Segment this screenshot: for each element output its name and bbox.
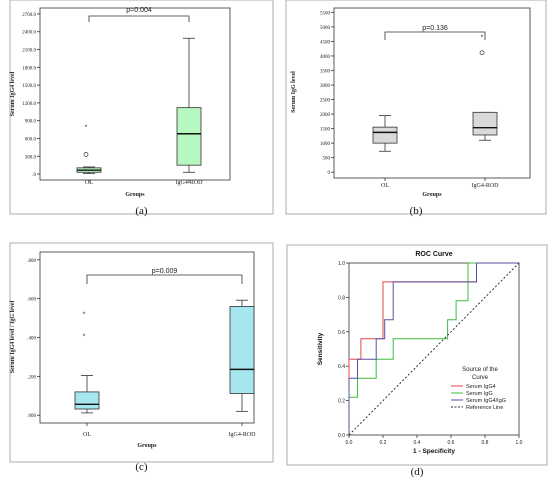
y-tick-label: 5500 [320,11,331,16]
x-category-label: OL [85,180,93,186]
outlier-star: * [83,312,86,319]
significance-bracket [384,31,486,40]
legend-title: Curve [472,375,489,381]
x-tick-label: 1.0 [516,440,523,446]
panel-label: (a) [135,205,148,217]
y-tick-label: 0.6 [338,330,345,336]
y-axis-label: Serum IgG level [291,71,297,113]
y-tick-label: 1.0 [338,261,345,267]
outlier-star: * [481,35,484,42]
y-tick-label: 0.2 [338,399,345,405]
y-tick-label: 4000 [320,55,331,60]
legend-entry: Serum IgG4 [466,384,496,390]
legend-entry: Reference Line [466,405,503,411]
x-axis-label: 1 - Specificity [413,448,455,455]
x-axis-label: Groups [422,192,442,198]
y-tick-label: 1000 [320,142,331,147]
y-tick-label: 3500 [320,69,331,74]
plot-area [39,7,231,181]
roc-series-reference-line [348,262,520,436]
x-tick-label: 0.6 [448,440,455,446]
x-axis-label: Groups [137,443,157,449]
y-tick-label: 2100.0 [22,49,36,54]
x-axis-label: Groups [125,192,145,198]
x-category-label: IgG4-ROD [229,432,257,438]
y-tick-label: .400 [27,337,36,342]
boxplot-panel-c: .000 .200 .400 .600 .800 OL IgG4-ROD Groups Seru… [9,242,274,473]
outlier-star: * [83,333,86,340]
y-tick-label: .0 [32,173,36,178]
y-tick-label: 1500 [320,128,331,133]
chart-title: ROC Curve [415,251,452,258]
x-category-label: IgG4-ROD [472,183,500,189]
box-igg4-rod [176,107,202,166]
significance-bracket [86,274,243,284]
box-igg4-rod [229,306,255,394]
y-tick-label: 500 [323,157,331,162]
panel-label: (b) [410,205,423,217]
y-tick-label: 2400.0 [22,31,36,36]
boxplot-panel-b: 0 500 1000 1500 2000 2500 3000 3500 4000 4500 5000… [285,0,547,217]
x-tick-label: 0.0 [346,440,353,446]
outlier-circle [479,50,485,56]
panel-label: (d) [411,466,424,478]
y-tick-label: .800 [27,259,36,264]
y-tick-label: 1800.0 [22,66,36,71]
box-igg4-rod [472,111,498,136]
panel-frame [9,242,274,463]
roc-series-serum-igg4-igg [348,262,519,435]
box-ol [74,391,100,410]
y-tick-label: 1200.0 [22,102,36,107]
legend-title: Source of the [462,367,498,373]
y-tick-label: 300.0 [25,155,37,160]
x-category-label: OL [381,183,389,189]
panel-label: (c) [135,461,148,473]
significance-bracket [88,15,190,22]
outlier-circle [83,152,89,157]
p-value-label: p=0.009 [152,268,178,275]
y-axis-label: Serum IgG4 level [10,71,16,116]
p-value-label: p=0.136 [422,25,448,32]
box-ol [372,126,398,144]
y-tick-label: 2000 [320,113,331,118]
y-tick-label: 5000 [320,26,331,31]
x-tick-label: 0.4 [414,440,421,446]
y-tick-label: .200 [27,375,36,380]
x-tick-label: 0.8 [482,440,489,446]
y-tick-label: 4500 [320,40,331,45]
legend-entry: Serum IgG [466,391,493,397]
y-tick-label: 3000 [320,84,331,89]
plot-area [333,7,531,179]
y-tick-label: 2700.0 [22,13,36,18]
boxplot-panel-a: .0 300.0 600.0 900.0 1200.0 1500.0 1800.0 2100.… [9,0,274,217]
x-category-label: IgG4-ROD [176,180,204,186]
y-tick-label: 1500.0 [22,84,36,89]
x-category-label: OL [83,432,91,438]
y-tick-label: 0.8 [338,295,345,301]
outlier-star: * [85,125,88,132]
y-tick-label: .600 [27,298,36,303]
x-tick-label: 0.2 [380,440,387,446]
y-tick-label: 2500 [320,99,331,104]
p-value-label: p=0.004 [126,7,152,14]
roc-panel-d: ROC Curve 0.00.0 0.2 0.2 0.4 0.4 0.6 0.6 0.8 0.8 1… [286,244,548,478]
y-tick-label: 0.0 [338,433,345,439]
y-tick-label: 600.0 [25,137,37,142]
legend-entry: Serum IgG4/IgG [466,398,506,404]
y-axis-label: Sensitivity [317,332,324,365]
y-tick-label: 0 [328,171,331,176]
y-tick-label: .000 [27,414,36,419]
roc-series-serum-igg [348,262,519,435]
panel-frame [9,0,274,215]
y-tick-label: 900.0 [25,120,37,125]
y-axis-label: Serum IgG4 level / IgG level [10,300,16,373]
y-tick-label: 0.4 [338,364,345,370]
